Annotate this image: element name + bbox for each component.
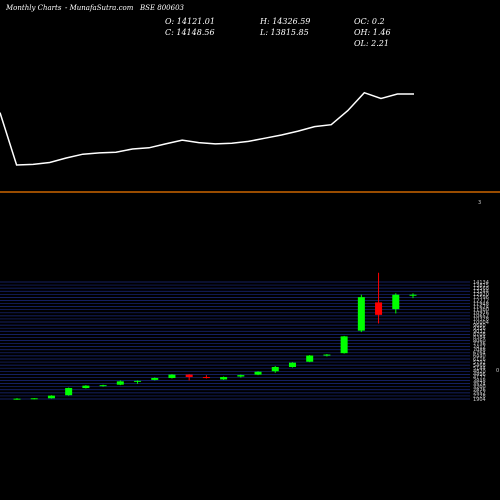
ol-value: OL: 2.21 [354,39,389,48]
candle-body [134,380,142,382]
price-line-series [0,91,414,166]
candle-body [99,385,107,387]
y-tick-label: 12920 [473,292,489,298]
y-tick-label: 5792 [473,360,486,366]
candle-panel-top-label: 3 [478,200,481,206]
y-tick-label: 11948 [473,301,489,307]
y-tick-label: 4496 [473,372,486,378]
candle-body [168,374,176,378]
y-tick-label: 8060 [473,338,486,344]
y-tick-label: 10976 [473,311,489,317]
y-tick-label: 6440 [473,354,486,360]
candle-panel [13,272,417,400]
y-tick-label: 12596 [473,295,489,301]
y-tick-label: 13244 [473,289,489,295]
candle-body [30,398,38,400]
candle-body [116,381,124,385]
price-line-panel [0,91,414,166]
candle-body [254,371,262,375]
y-tick-label: 11624 [473,304,489,310]
y-tick-label: 3524 [473,381,486,387]
y-tick-label: 3848 [473,378,486,384]
low-value: L: 13815.85 [260,28,309,37]
y-tick-label: 14134 [473,280,489,286]
candle-body [47,395,55,399]
candle-body [202,377,210,379]
y-tick-label: 8708 [473,332,486,338]
candle-body [82,385,90,389]
candle-body [237,375,245,377]
candle-body [288,362,296,367]
y-tick-label: 9356 [473,326,486,332]
candle-body [375,302,383,315]
candle-body [357,297,365,331]
right-marker-label: 0 [496,368,499,374]
close-value: C: 14148.56 [165,28,215,37]
y-tick-label: 2552 [473,391,486,397]
source-label: - MunafaSutra.com [65,4,134,12]
candle-body [185,374,193,378]
y-tick-label: 2876 [473,388,486,394]
candle-body [306,355,314,362]
y-tick-label: 8384 [473,335,486,341]
y-tick-label: 11300 [473,308,489,314]
y-tick-label: 5468 [473,363,486,369]
candle-body [151,377,159,380]
y-tick-label: 6764 [473,351,486,357]
y-tick-label: 9032 [473,329,486,335]
y-axis-ticks: 1413413815135681324412920125961227211948… [473,280,489,403]
y-tick-label: 10652 [473,314,489,320]
y-tick-label: 13568 [473,286,489,292]
y-tick-label: 12272 [473,298,489,304]
candle-body [271,366,279,372]
y-tick-label: 4820 [473,369,486,375]
y-tick-label: 6116 [473,357,486,363]
candle-body [392,294,400,310]
candle-body [65,388,73,396]
y-tick-label: 9680 [473,323,486,329]
candle-body [409,294,417,296]
high-value: H: 14326.59 [260,17,311,26]
y-tick-label: 4172 [473,375,486,381]
y-tick-label: 10004 [473,320,489,326]
chart-type-label: Monthly Charts [6,4,62,12]
y-tick-label: 1904 [473,397,486,403]
y-tick-label: 10328 [473,317,489,323]
open-value: O: 14121.01 [165,17,215,26]
y-tick-label: 7412 [473,344,486,350]
oh-value: OH: 1.46 [354,28,391,37]
symbol-label: BSE 800603 [140,4,184,12]
y-tick-label: 2228 [473,394,486,400]
y-tick-label: 5144 [473,366,486,372]
oc-value: OC: 0.2 [354,17,385,26]
y-tick-label: 7736 [473,341,486,347]
y-tick-label: 13815 [473,283,489,289]
y-tick-label: 3200 [473,384,486,390]
candle-grid [0,281,470,400]
y-tick-label: 7088 [473,348,486,354]
candle-body [340,336,348,354]
candle-body [220,377,228,380]
candle-body [323,354,331,356]
candle-body [13,398,21,400]
